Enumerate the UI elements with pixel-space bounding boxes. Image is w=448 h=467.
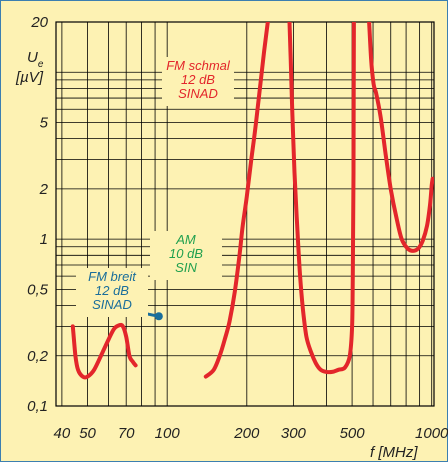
series-point-fm-breit [154,312,163,321]
plot-border [55,21,435,407]
series-label-fm-schmal-bg [162,57,234,106]
series-line-fm-schmal [70,322,138,380]
x-tick-label: 200 [233,425,260,442]
y-axis-unit: [µV] [15,69,44,86]
series-label-fm-breit-bg [76,268,148,317]
series-label-am-bg [150,231,222,280]
y-axis-label: Ue [27,49,44,70]
x-axis-label: f [MHz] [370,444,418,461]
labels: Ue [µV] f [MHz] [15,49,418,461]
x-tick-label: 100 [155,425,181,442]
y-tick-label: 0,5 [27,281,49,298]
series-line-fm-schmal [203,22,270,379]
series-label-fm-breit: FM breit [88,269,137,284]
y-tick-label: 0,1 [27,398,48,415]
series-line-fm-schmal [287,22,356,375]
series-label-am: 10 dB [169,246,203,261]
tick-labels: 40 50 70 100 200 300 500 1000 0,1 0,2 0,5 1 2 5 20 [27,14,448,442]
series-label-fm-breit: SINAD [92,297,132,312]
x-tick-label: 1000 [415,425,448,442]
series-label-fm-schmal: 12 dB [181,72,215,87]
series-label-am: SIN [175,260,197,275]
x-tick-label: 500 [340,425,366,442]
series-label-fm-breit: 12 dB [95,283,129,298]
y-tick-label: 0,2 [27,348,49,365]
series-line-fm-schmal [367,22,434,253]
y-tick-label: 1 [40,231,48,248]
x-tick-label: 40 [54,425,71,442]
series-label-fm-schmal: FM schmal [166,58,231,73]
series-label-fm-schmal: SINAD [178,86,218,101]
y-tick-label: 5 [40,114,49,131]
x-tick-label: 70 [118,425,135,442]
x-tick-label: 300 [281,425,307,442]
x-tick-label: 50 [79,425,96,442]
y-tick-label: 20 [30,14,48,31]
series-label-am: AM [175,232,196,247]
y-tick-label: 2 [39,181,49,198]
